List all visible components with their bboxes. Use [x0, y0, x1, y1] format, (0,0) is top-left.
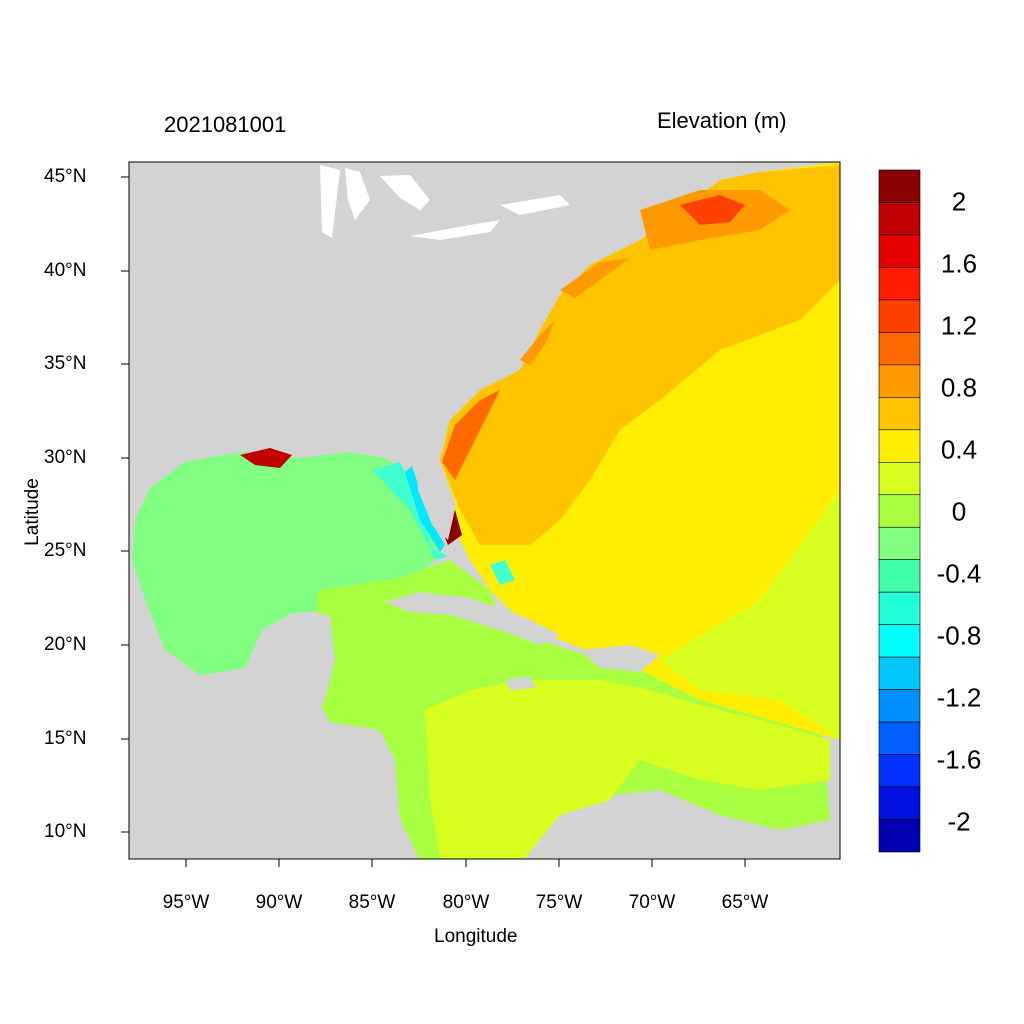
y-tick-label: 20°N	[44, 634, 87, 655]
colorbar-swatch	[878, 267, 921, 301]
colorbar-swatch	[878, 689, 921, 723]
colorbar-label: -0.8	[936, 620, 982, 651]
x-tick-marks	[185, 859, 746, 867]
map-frame	[128, 161, 841, 860]
colorbar-swatch	[878, 299, 921, 333]
gulf-of-mexico	[132, 452, 440, 675]
bahamas-low	[490, 560, 515, 585]
colorbar-swatch	[878, 429, 921, 463]
caribbean-central	[425, 680, 830, 858]
colorbar-swatch	[878, 461, 921, 496]
cuba	[385, 592, 560, 645]
x-tick-label: 70°W	[628, 892, 676, 913]
colorbar-swatch	[878, 624, 921, 658]
mid-atlantic-shelf	[560, 258, 630, 298]
colorbar-label: -1.6	[936, 744, 982, 775]
colorbar-swatch	[878, 559, 921, 593]
colorbar-label: -1.2	[936, 682, 982, 713]
atlantic-shelf-high	[440, 165, 840, 545]
colorbar-swatch	[878, 332, 921, 366]
colorbar-swatch	[878, 169, 921, 203]
gulf-east-shelf	[372, 462, 448, 560]
hispaniola	[580, 645, 660, 672]
y-tick-marks	[121, 176, 129, 833]
date-label: 2021081001	[164, 112, 287, 137]
x-tick-label: 65°W	[721, 892, 769, 913]
colorbar-label: 1.2	[940, 310, 978, 341]
y-tick-label: 25°N	[44, 540, 87, 561]
variable-label: Elevation (m)	[657, 108, 787, 133]
y-tick-label: 15°N	[44, 728, 87, 749]
y-axis-label: Latitude	[22, 478, 43, 546]
louisiana-surge	[240, 448, 292, 468]
colorbar-label: 0	[951, 496, 967, 527]
y-tick-label: 45°N	[44, 166, 87, 187]
gulf-of-maine-peak	[680, 195, 745, 225]
georgia-bight	[442, 390, 500, 480]
atlantic-east-low	[660, 490, 840, 740]
colorbar-swatch	[878, 202, 921, 236]
colorbar-label: 0.4	[940, 434, 978, 465]
florida-peninsula	[415, 455, 456, 540]
colorbar-swatch	[878, 721, 921, 755]
colorbar-swatch	[878, 786, 921, 820]
x-tick-label: 75°W	[535, 892, 583, 913]
x-tick-label: 95°W	[162, 892, 210, 913]
colorbar	[878, 169, 921, 853]
colorbar-swatch	[878, 591, 921, 625]
central-america	[129, 710, 410, 859]
yucatan	[245, 612, 335, 722]
x-tick-label: 85°W	[348, 892, 396, 913]
y-tick-label: 35°N	[44, 353, 87, 374]
y-tick-label: 40°N	[44, 260, 87, 281]
y-tick-label: 10°N	[44, 821, 87, 842]
colorbar-label: -0.4	[936, 558, 982, 589]
colorbar-swatch	[878, 234, 921, 268]
colorbar-label: 0.8	[940, 372, 978, 403]
x-tick-label: 90°W	[255, 892, 303, 913]
colorbar-swatch	[878, 397, 921, 431]
x-axis-label: Longitude	[434, 926, 518, 947]
map-area	[129, 162, 840, 859]
colorbar-label: -2	[947, 806, 971, 837]
south-america	[545, 800, 840, 859]
nc-shelf	[520, 320, 555, 365]
colorbar-swatch	[878, 526, 921, 561]
colorbar-swatch	[878, 364, 921, 398]
y-tick-label: 30°N	[44, 447, 87, 468]
colorbar-label: 1.6	[940, 248, 978, 279]
colorbar-swatch	[878, 754, 921, 788]
colorbar-swatch	[878, 819, 921, 853]
colorbar-swatch	[878, 656, 921, 690]
west-florida-coast	[405, 466, 445, 552]
jamaica	[505, 676, 535, 690]
x-tick-label: 80°W	[442, 892, 490, 913]
colorbar-label: 2	[951, 186, 967, 217]
colorbar-swatch	[878, 494, 921, 528]
great-lakes	[320, 165, 570, 240]
